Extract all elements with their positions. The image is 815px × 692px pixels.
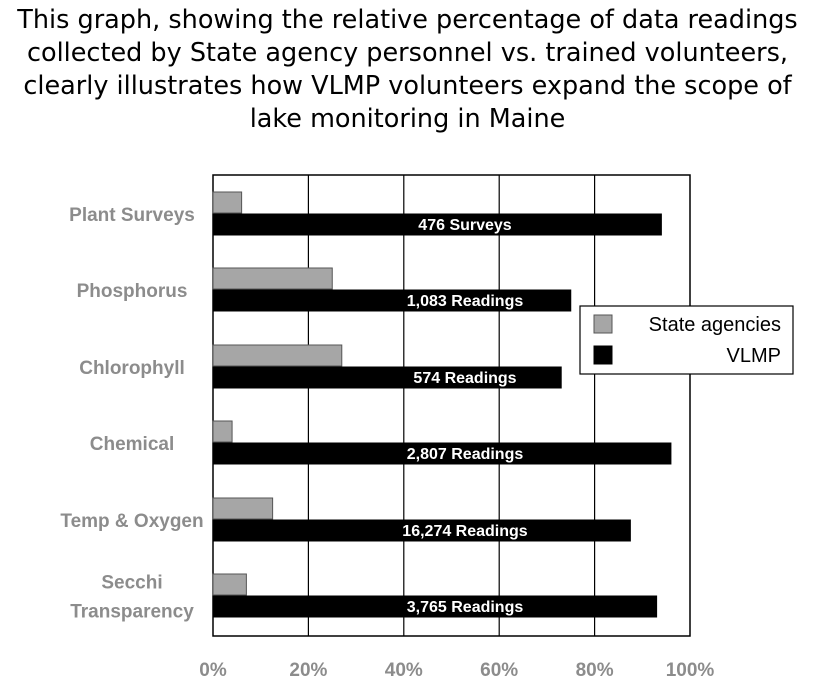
caption-line: collected by State agency personnel vs. … — [26, 38, 789, 68]
bar-vlmp — [212, 289, 572, 312]
category-label: Plant Surveys — [69, 205, 195, 226]
x-tick-label: 40% — [385, 660, 423, 681]
bar-data-label: 476 Surveys — [418, 217, 512, 234]
category-label: Chemical — [90, 434, 174, 455]
x-tick-label: 100% — [666, 660, 715, 681]
bar-data-label: 2,807 Readings — [407, 446, 524, 463]
caption-line: This graph, showing the relative percent… — [17, 5, 798, 35]
bar-vlmp — [212, 595, 658, 618]
plot-area — [212, 174, 691, 637]
bar-vlmp — [212, 213, 662, 236]
legend-swatch-vlmp — [593, 345, 613, 365]
bar-state-agencies — [212, 344, 343, 367]
bar-data-label: 1,083 Readings — [407, 293, 524, 310]
caption-line: clearly illustrates how VLMP volunteers … — [23, 71, 792, 101]
category-label: Phosphorus — [77, 281, 188, 302]
category-label: Temp & Oxygen — [60, 511, 203, 532]
bar-data-label: 3,765 Readings — [407, 599, 524, 616]
category-label: Chlorophyll — [79, 358, 185, 379]
bar-data-label: 16,274 Readings — [402, 523, 528, 540]
legend-label-vlmp: VLMP — [727, 345, 781, 367]
x-tick-label: 80% — [576, 660, 614, 681]
legend — [579, 305, 794, 375]
legend-swatch-state-agencies — [593, 314, 613, 334]
bar-vlmp — [212, 519, 631, 542]
bar-state-agencies — [212, 420, 233, 443]
bar-vlmp — [212, 442, 672, 465]
x-tick-label: 20% — [289, 660, 327, 681]
chart-caption: This graph, showing the relative percent… — [0, 4, 815, 136]
bar-data-label: 574 Readings — [413, 370, 516, 387]
bar-state-agencies — [212, 191, 243, 214]
x-tick-label: 0% — [199, 660, 227, 681]
category-label: Transparency — [70, 602, 194, 623]
x-tick-label: 60% — [480, 660, 518, 681]
caption-line: lake monitoring in Maine — [249, 104, 566, 134]
bar-state-agencies — [212, 573, 247, 596]
bar-state-agencies — [212, 497, 274, 520]
bar-state-agencies — [212, 267, 333, 290]
category-label: Secchi — [101, 573, 162, 594]
legend-label-state-agencies: State agencies — [649, 314, 781, 336]
bar-vlmp — [212, 366, 562, 389]
